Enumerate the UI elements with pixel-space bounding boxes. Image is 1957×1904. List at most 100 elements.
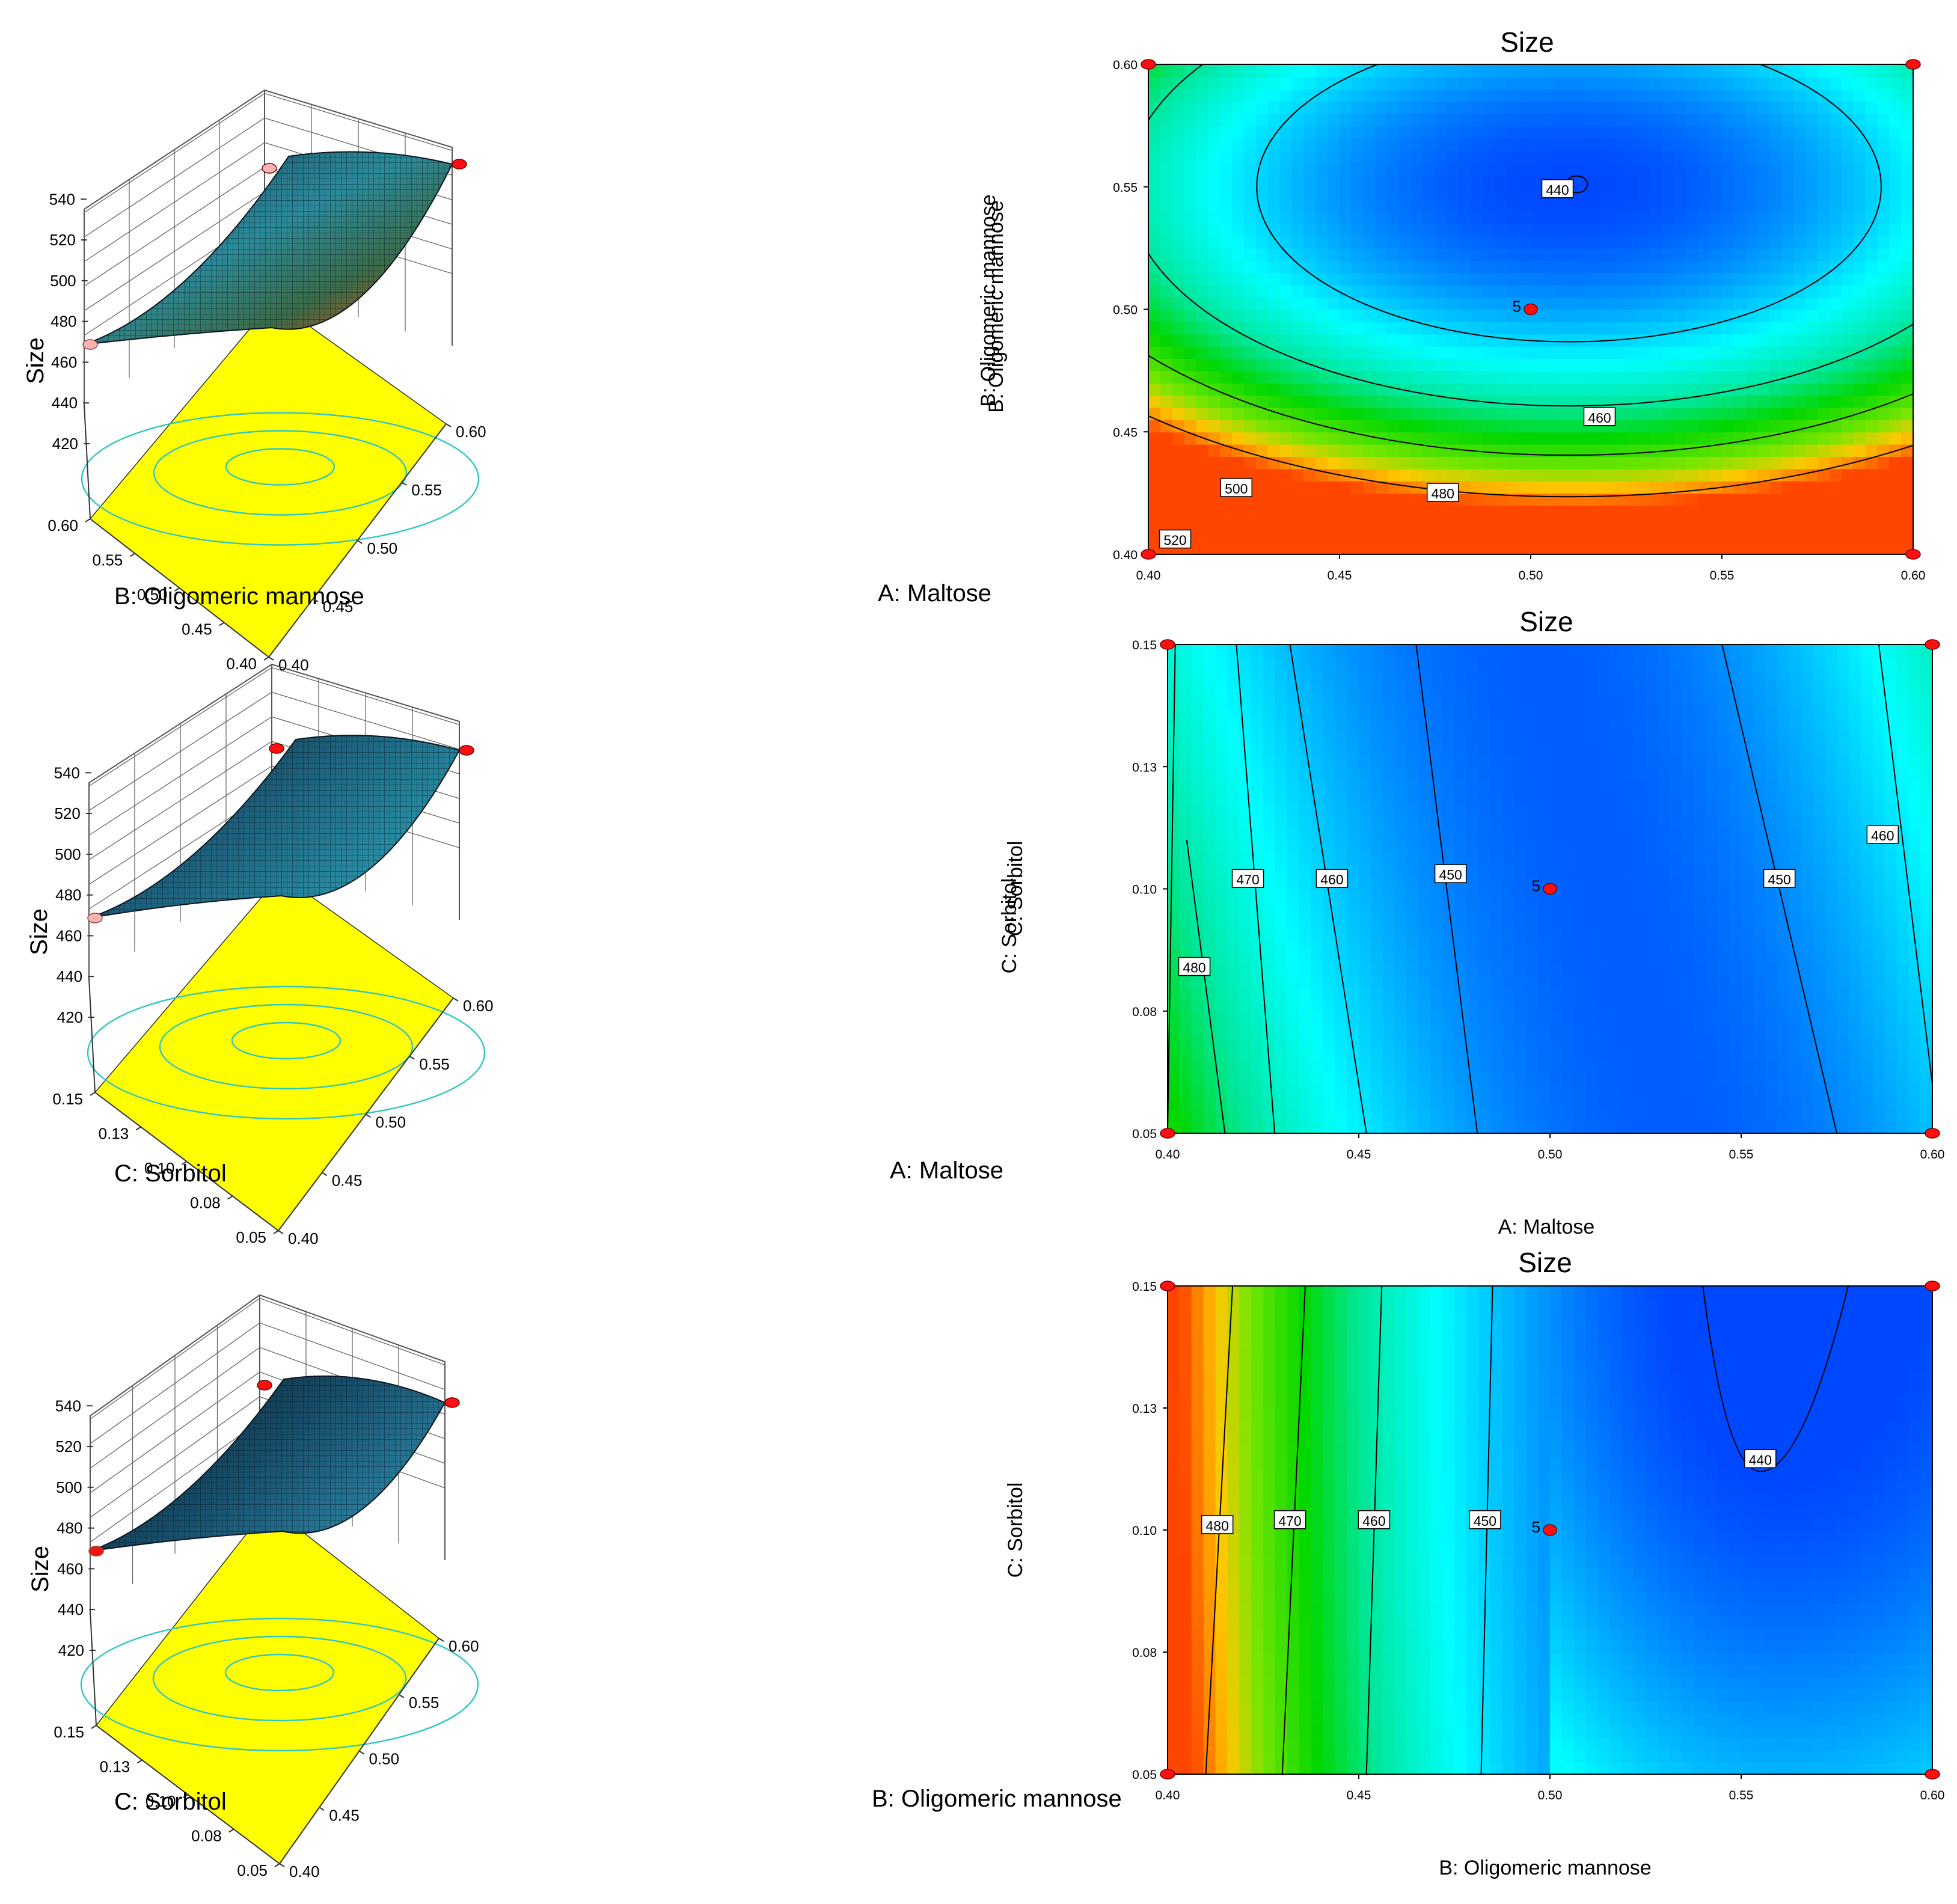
contour-cell xyxy=(1646,937,1658,951)
contour-cell xyxy=(1454,681,1467,694)
contour-cell xyxy=(1765,779,1778,792)
contour-cell xyxy=(1478,657,1491,670)
contour-cell xyxy=(1550,1121,1563,1133)
contour-cell xyxy=(1423,260,1436,274)
contour-cell xyxy=(1729,1060,1742,1073)
contour-cell xyxy=(1614,150,1627,163)
contour-cell xyxy=(1215,681,1228,694)
contour-cell xyxy=(1805,248,1818,261)
contour-cell xyxy=(1478,1097,1491,1110)
contour-cell xyxy=(1399,444,1412,457)
contour-cell xyxy=(1232,88,1245,102)
contour-cell xyxy=(1705,815,1718,828)
contour-cell xyxy=(1483,162,1496,176)
contour-cell xyxy=(1430,669,1444,682)
contour-cell xyxy=(1578,199,1591,212)
contour-cell xyxy=(1387,272,1400,286)
contour-cell xyxy=(1602,125,1616,139)
contour-cell xyxy=(1328,309,1340,322)
contour-cell xyxy=(1650,309,1663,322)
contour-cell xyxy=(1191,815,1204,828)
contour-cell xyxy=(1733,530,1747,543)
contour-cell xyxy=(1638,248,1651,261)
contour-cell xyxy=(1733,272,1747,286)
contour-cell xyxy=(1597,974,1611,988)
contour-cell xyxy=(1478,974,1491,988)
contour-cell xyxy=(1267,272,1281,286)
contour-cell xyxy=(1303,248,1317,261)
contour-cell xyxy=(1889,358,1902,372)
contour-cell xyxy=(1566,113,1579,126)
contour-cell xyxy=(1722,334,1735,347)
contour-cell xyxy=(1191,1072,1204,1085)
contour-cell xyxy=(1602,113,1616,126)
contour-cell xyxy=(1495,309,1508,322)
contour-cell xyxy=(1435,162,1448,176)
contour-cell xyxy=(1239,1084,1252,1098)
z-tick-label: 500 xyxy=(56,1478,82,1496)
contour-cell xyxy=(1853,260,1866,274)
contour-cell xyxy=(1411,64,1424,78)
contour-cell xyxy=(1239,1060,1252,1073)
contour-cell xyxy=(1638,76,1651,90)
contour-cell xyxy=(1394,1084,1407,1098)
contour-cell xyxy=(1495,199,1508,212)
contour-cell xyxy=(1303,64,1317,78)
contour-cell xyxy=(1423,211,1436,224)
contour-cell xyxy=(1681,889,1694,902)
contour-cell xyxy=(1729,852,1742,865)
contour-cell xyxy=(1829,64,1842,78)
contour-cell xyxy=(1490,1109,1503,1122)
contour-cell xyxy=(1406,1121,1420,1133)
contour-cell xyxy=(1554,542,1567,554)
contour-cell xyxy=(1638,321,1651,335)
contour-cell xyxy=(1291,456,1305,470)
contour-cell xyxy=(1733,297,1747,310)
contour-cell xyxy=(1585,889,1599,902)
contour-cell xyxy=(1244,211,1257,224)
contour-cell xyxy=(1442,962,1455,975)
contour-cell xyxy=(1901,334,1913,347)
contour-cell xyxy=(1805,125,1818,139)
contour-cell xyxy=(1335,681,1348,694)
contour-cell xyxy=(1478,962,1491,975)
contour-cell xyxy=(1303,174,1317,188)
contour-cell xyxy=(1387,334,1400,347)
contour-cell xyxy=(1733,334,1747,347)
floor-contour-line xyxy=(225,448,335,486)
left-tick xyxy=(274,1863,280,1867)
contour-cell xyxy=(1853,223,1866,237)
contour-cell xyxy=(1693,852,1706,865)
contour-cell xyxy=(1526,925,1539,938)
contour-cell xyxy=(1681,1060,1694,1073)
contour-cell xyxy=(1710,223,1723,237)
contour-cell xyxy=(1765,669,1778,682)
contour-cell xyxy=(1471,174,1484,188)
contour-cell xyxy=(1710,211,1723,224)
contour-cell xyxy=(1531,468,1543,482)
contour-cell xyxy=(1566,468,1579,482)
contour-cell xyxy=(1471,346,1484,359)
contour-cell xyxy=(1781,358,1795,372)
contour-cell xyxy=(1399,101,1412,114)
contour-cell xyxy=(1168,803,1180,816)
contour-cell xyxy=(1483,223,1496,237)
contour-cell xyxy=(1745,321,1759,335)
contour-cell xyxy=(1602,530,1616,543)
contour-cell xyxy=(1514,889,1527,902)
contour-cell xyxy=(1471,138,1484,151)
contour-cell xyxy=(1745,260,1759,274)
contour-cell xyxy=(1423,162,1436,176)
contour-cell xyxy=(1686,199,1699,212)
contour-cell xyxy=(1717,754,1730,768)
contour-cell xyxy=(1674,186,1687,200)
contour-cell xyxy=(1674,468,1687,482)
contour-cell xyxy=(1411,468,1424,482)
contour-cell xyxy=(1753,852,1766,865)
contour-cell xyxy=(1841,480,1854,494)
contour-cell xyxy=(1263,657,1276,670)
contour-cell xyxy=(1578,468,1591,482)
contour-cell xyxy=(1634,1011,1646,1024)
contour-cell xyxy=(1705,877,1718,890)
contour-cell xyxy=(1299,693,1312,706)
